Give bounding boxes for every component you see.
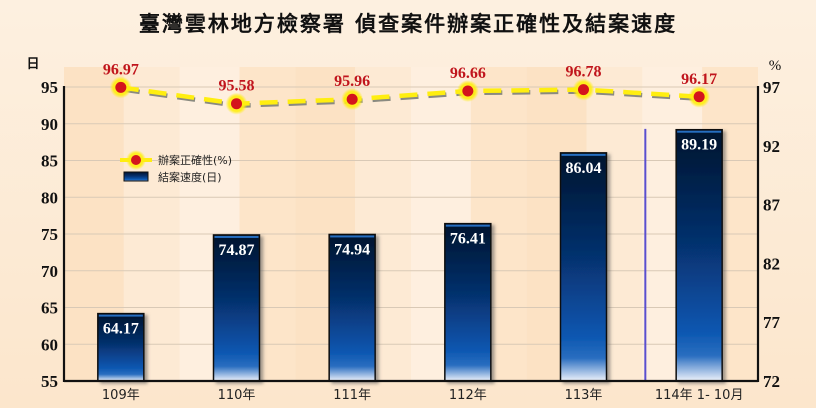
bar: 76.41 [444, 222, 492, 382]
legend: 辦案正確性(%) 結案速度(日) [120, 150, 232, 184]
right-axis-tick: 92 [763, 137, 780, 156]
x-axis-category-label: 114年 1- 10月 [655, 388, 744, 403]
right-axis-tick: 72 [763, 372, 780, 391]
bar-value-label: 89.19 [681, 137, 717, 154]
legend-label: 結案速度(日) [158, 170, 222, 184]
bar-value-label: 74.87 [219, 242, 255, 259]
right-axis-tick: 77 [763, 313, 781, 332]
line-point: 96.17 [681, 71, 717, 108]
legend-item-speed: 結案速度(日) [123, 170, 222, 184]
line-point: 96.66 [450, 65, 486, 102]
line-point-label: 96.66 [450, 65, 486, 82]
left-axis-tick: 65 [41, 299, 58, 318]
x-axis-category-label: 111年 [333, 388, 371, 403]
gridlines [64, 86, 758, 382]
legend-item-accuracy: 辦案正確性(%) [120, 150, 232, 170]
line-series: 96.97 95.58 95.96 96.66 96.78 96.17 [103, 61, 717, 115]
line-point-label: 96.78 [566, 64, 602, 81]
right-axis-tick: 87 [763, 196, 781, 215]
left-axis-tick: 85 [41, 152, 58, 171]
bar: 86.04 [559, 152, 608, 382]
axes: 55 60 65 70 75 80 85 90 95 72 77 82 87 92 97 日 % 109年 110年… [26, 57, 781, 403]
left-axis-tick: 75 [41, 225, 58, 244]
line-point-label: 96.97 [103, 61, 139, 78]
plot-background-bands [64, 67, 758, 381]
bar-value-label: 86.04 [566, 160, 602, 177]
x-axis-category-label: 112年 [449, 388, 487, 403]
bar: 89.19 [675, 128, 723, 382]
left-axis-tick: 70 [41, 262, 58, 281]
line-point-label: 95.96 [334, 73, 370, 90]
legend-bar-icon [123, 171, 149, 182]
bar-series: 64.17 74.87 74.94 76.41 86.04 89.19 [97, 128, 723, 382]
x-axis-category-label: 110年 [218, 388, 256, 403]
bar: 64.17 [97, 312, 145, 382]
bar-value-label: 64.17 [103, 321, 139, 338]
x-axis-category-label: 109年 [102, 388, 140, 403]
right-axis-tick: 82 [763, 254, 780, 273]
legend-label: 辦案正確性(%) [158, 153, 232, 167]
left-axis-unit: 日 [26, 57, 39, 72]
left-axis-tick: 80 [41, 188, 58, 207]
left-axis-tick: 90 [41, 115, 58, 134]
left-axis-tick: 55 [41, 372, 58, 391]
line-point: 96.78 [566, 64, 602, 101]
right-axis-unit: % [769, 58, 782, 74]
line-point-label: 96.17 [681, 71, 717, 88]
line-point: 95.58 [219, 78, 255, 115]
line-point-label: 95.58 [219, 78, 255, 95]
left-axis-tick: 95 [41, 78, 58, 97]
x-axis-category-label: 113年 [565, 388, 603, 403]
legend-marker-icon [131, 155, 141, 165]
chart-title: 臺灣雲林地方檢察署 偵查案件辦案正確性及結案速度 [138, 12, 678, 36]
line-point: 95.96 [334, 73, 370, 111]
bar: 74.87 [212, 234, 261, 382]
line-point: 96.97 [103, 61, 139, 99]
bar-value-label: 76.41 [450, 231, 486, 248]
bar: 74.94 [328, 233, 376, 382]
right-axis-tick: 97 [763, 78, 781, 97]
left-axis-tick: 60 [41, 335, 58, 354]
bar-value-label: 74.94 [334, 241, 370, 258]
